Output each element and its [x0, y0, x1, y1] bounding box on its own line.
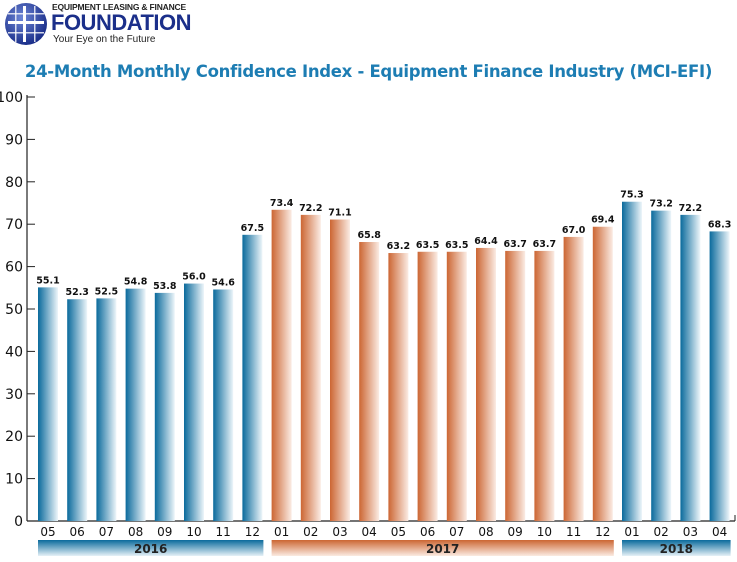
data-label: 63.5: [416, 240, 439, 251]
y-tick-label: 80: [5, 175, 23, 191]
data-label: 73.2: [649, 199, 672, 210]
bar-1: [38, 287, 58, 521]
data-label: 72.2: [679, 203, 702, 214]
x-tick-label: 01: [624, 525, 639, 539]
y-tick-label: 50: [5, 302, 23, 318]
year-band-2017: [271, 540, 614, 556]
x-tick-label: 02: [303, 525, 318, 539]
bar-4: [125, 288, 146, 521]
x-tick-label: 08: [128, 525, 143, 539]
x-tick-label: 11: [566, 525, 581, 539]
logo-tagline: Your Eye on the Future: [53, 34, 156, 45]
year-label: 2016: [134, 542, 167, 556]
x-tick-label: 11: [216, 525, 231, 539]
bar-9: [271, 209, 292, 521]
y-tick-label: 40: [5, 344, 23, 360]
data-label: 53.8: [153, 281, 177, 292]
bar-11: [330, 219, 350, 521]
foundation-logo: EQUIPMENT LEASING & FINANCE FOUNDATION Y…: [4, 2, 204, 48]
data-label: 64.4: [474, 236, 498, 247]
data-label: 65.8: [357, 230, 381, 241]
bar-2: [67, 299, 88, 521]
y-tick-label: 100: [0, 90, 23, 106]
data-label: 67.5: [241, 223, 264, 234]
data-label: 73.4: [270, 198, 294, 209]
x-tick-label: 06: [70, 525, 85, 539]
data-label: 75.3: [620, 190, 643, 201]
x-tick-label: 04: [712, 525, 727, 539]
x-tick-label: 10: [537, 525, 552, 539]
year-label: 2018: [660, 542, 693, 556]
bar-8: [242, 234, 263, 522]
x-tick-label: 08: [478, 525, 493, 539]
y-tick-label: 10: [5, 472, 23, 488]
bar-22: [651, 210, 672, 521]
year-band-2016: [38, 540, 264, 556]
data-label: 52.3: [65, 287, 88, 298]
x-tick-label: 10: [186, 525, 201, 539]
bar-12: [359, 242, 380, 521]
x-tick-label: 02: [654, 525, 669, 539]
x-tick-label: 06: [420, 525, 435, 539]
y-tick-label: 0: [14, 514, 23, 530]
data-label: 67.0: [562, 225, 586, 236]
bar-10: [300, 214, 321, 521]
bar-18: [534, 250, 555, 522]
data-label: 63.2: [387, 241, 410, 252]
bar-24: [709, 231, 730, 521]
x-tick-label: 12: [595, 525, 610, 539]
x-tick-label: 09: [508, 525, 523, 539]
globe-grid-icon: [5, 3, 47, 45]
y-tick-label: 70: [5, 217, 23, 233]
bar-14: [417, 251, 438, 521]
x-tick-label: 03: [683, 525, 698, 539]
bar-20: [592, 226, 613, 521]
bar-7: [213, 289, 234, 521]
data-label: 71.1: [328, 208, 351, 219]
x-tick-label: 09: [157, 525, 172, 539]
bar-23: [680, 214, 701, 521]
data-label: 54.6: [211, 277, 235, 288]
year-label: 2017: [426, 542, 459, 556]
data-label: 63.5: [445, 240, 468, 251]
bar-17: [505, 250, 526, 522]
x-tick-label: 12: [245, 525, 260, 539]
y-tick-label: 60: [5, 260, 23, 276]
year-band-2018: [622, 540, 731, 556]
x-tick-label: 01: [274, 525, 289, 539]
data-label: 52.5: [95, 286, 118, 297]
logo-top-text: EQUIPMENT LEASING & FINANCE: [52, 2, 186, 12]
bar-6: [184, 283, 204, 521]
bar-19: [563, 236, 584, 522]
bar-3: [96, 298, 117, 521]
x-tick-label: 04: [362, 525, 377, 539]
x-tick-label: 07: [99, 525, 114, 539]
bar-13: [388, 253, 409, 522]
y-tick-label: 20: [5, 429, 23, 445]
bar-5: [154, 292, 175, 521]
y-tick-label: 30: [5, 387, 23, 403]
bar-16: [476, 247, 496, 521]
data-label: 54.8: [124, 277, 148, 288]
bar-21: [622, 201, 642, 521]
y-tick-label: 90: [5, 132, 23, 148]
bar-15: [446, 251, 467, 521]
data-label: 72.2: [299, 203, 322, 214]
logo-main-text: FOUNDATION: [51, 10, 192, 35]
x-tick-label: 03: [332, 525, 347, 539]
data-label: 63.7: [503, 239, 526, 250]
x-tick-label: 05: [40, 525, 55, 539]
data-label: 55.1: [36, 275, 59, 286]
data-label: 69.4: [591, 215, 615, 226]
data-label: 56.0: [182, 272, 206, 283]
chart-title: 24-Month Monthly Confidence Index - Equi…: [24, 62, 713, 81]
data-label: 63.7: [533, 239, 556, 250]
x-tick-label: 07: [449, 525, 464, 539]
data-label: 68.3: [708, 219, 731, 230]
x-tick-label: 05: [391, 525, 406, 539]
